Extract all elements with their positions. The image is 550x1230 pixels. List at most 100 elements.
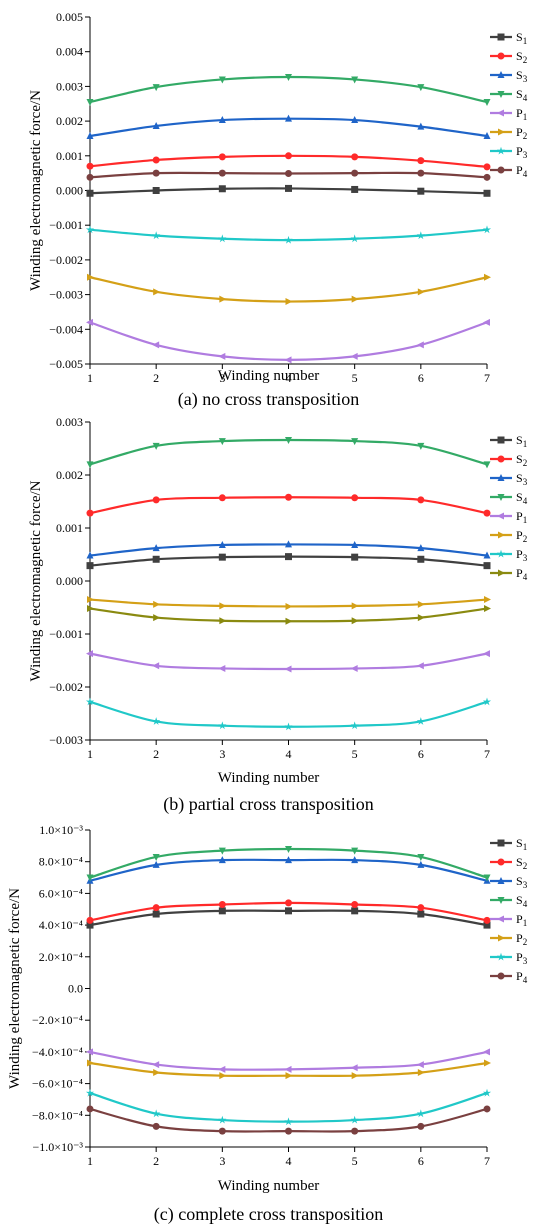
y-tick-label: 0.003 (56, 415, 83, 429)
data-point (218, 664, 226, 672)
data-point (218, 1127, 226, 1135)
series-S1 (86, 553, 491, 570)
data-point (284, 665, 292, 673)
data-point (351, 295, 359, 303)
y-tick-label: 0.001 (56, 149, 83, 163)
data-point (284, 235, 293, 244)
series-P2 (87, 1059, 491, 1080)
legend-swatch-marker (497, 109, 504, 117)
legend-swatch-marker (497, 915, 504, 923)
legend-swatch-marker (498, 569, 505, 577)
chart-panel-3: −1.0×10⁻³ −8.0×10⁻⁴ −6.0×10⁻⁴ −4.0×10⁻⁴ −2.0… (7, 823, 528, 1225)
data-point (417, 157, 425, 165)
data-point (416, 1109, 425, 1118)
data-point (285, 298, 293, 306)
data-point (87, 596, 94, 604)
chart-panel-2: −0.003 −0.002 −0.001 0.000 0.001 0.002 0.003 1 2… (28, 415, 528, 815)
legend-label: P1 (516, 912, 527, 928)
data-point (350, 1115, 359, 1124)
data-point (350, 1064, 358, 1072)
y-tick-label: 8.0×10⁻⁴ (39, 855, 83, 869)
legend-label: S3 (516, 68, 528, 84)
x-tick-label: 6 (418, 371, 424, 385)
data-point (350, 234, 359, 243)
y-tick-label: 0.000 (56, 184, 83, 198)
data-point (285, 74, 292, 82)
y-tick-label: 1.0×10⁻³ (39, 823, 83, 837)
data-point (285, 907, 292, 915)
data-point (285, 493, 292, 501)
series-P4 (86, 169, 491, 181)
y-axis-title: Winding electromagnetic force/N (28, 480, 44, 681)
legend-swatch-marker (497, 52, 505, 60)
y-tick-label: −4.0×10⁻⁴ (32, 1045, 83, 1059)
data-point (351, 1127, 359, 1135)
panel-caption: (a) no cross transposition (178, 389, 359, 410)
data-point (351, 185, 359, 193)
data-point (218, 721, 227, 730)
data-point (152, 853, 160, 861)
series-P1 (86, 318, 490, 364)
data-point (284, 356, 292, 364)
data-point (86, 132, 94, 140)
legend-label: P1 (516, 509, 527, 525)
series-line (89, 847, 488, 879)
data-point (152, 496, 160, 504)
data-point (218, 907, 226, 915)
legend: S1 S2 S3 S4 P1 P2 P3 P4 (490, 433, 528, 582)
data-point (218, 494, 226, 502)
legend-label: P4 (516, 566, 528, 582)
data-point (483, 189, 491, 197)
legend-swatch-marker (498, 128, 505, 136)
y-tick-label: −2.0×10⁻⁴ (32, 1013, 83, 1027)
data-point (153, 288, 161, 296)
legend-swatch-marker (497, 436, 505, 444)
data-point (351, 907, 359, 915)
data-point (417, 84, 425, 92)
data-point (152, 1061, 160, 1069)
x-axis-title: Winding number (218, 368, 319, 384)
y-tick-label: 0.003 (56, 79, 83, 93)
data-point (416, 1061, 424, 1069)
series-S3 (86, 540, 491, 559)
data-point (285, 899, 292, 907)
legend-label: P4 (516, 163, 528, 179)
series-P4 (86, 1105, 491, 1135)
data-point (218, 900, 226, 908)
data-point (152, 231, 161, 240)
panel-caption: (b) partial cross transposition (163, 794, 373, 815)
legend-label: P4 (516, 969, 528, 985)
data-point (285, 856, 292, 864)
x-tick-label: 5 (352, 1154, 358, 1168)
data-point (285, 540, 292, 548)
data-point (86, 551, 94, 559)
data-point (483, 916, 491, 924)
legend-label: S1 (516, 30, 527, 46)
data-point (417, 860, 425, 868)
legend-label: S1 (516, 836, 527, 852)
legend-swatch-marker (497, 474, 505, 481)
data-point (86, 318, 93, 326)
data-point (219, 295, 227, 303)
series-S3 (86, 856, 491, 884)
data-point (484, 1059, 491, 1067)
data-point (152, 904, 160, 912)
data-point (219, 602, 227, 610)
legend-swatch-marker (497, 71, 505, 78)
data-point (285, 184, 292, 192)
legend-swatch-marker (496, 549, 506, 558)
data-point (86, 173, 94, 181)
legend-label: P1 (516, 106, 527, 122)
series-line (89, 321, 488, 361)
legend-label: P3 (516, 144, 528, 160)
x-tick-label: 1 (87, 1154, 93, 1168)
data-point (417, 544, 425, 552)
data-point (152, 662, 160, 670)
data-point (351, 494, 359, 502)
legend: S1 S2 S3 S4 P1 P2 P3 P4 (490, 836, 528, 985)
chart-panel-1: −0.005 −0.004 −0.003 −0.002 −0.001 0.000 0.001… (28, 10, 528, 410)
data-point (85, 225, 95, 234)
data-point (218, 116, 226, 124)
data-point (351, 847, 359, 855)
data-point (86, 189, 94, 197)
